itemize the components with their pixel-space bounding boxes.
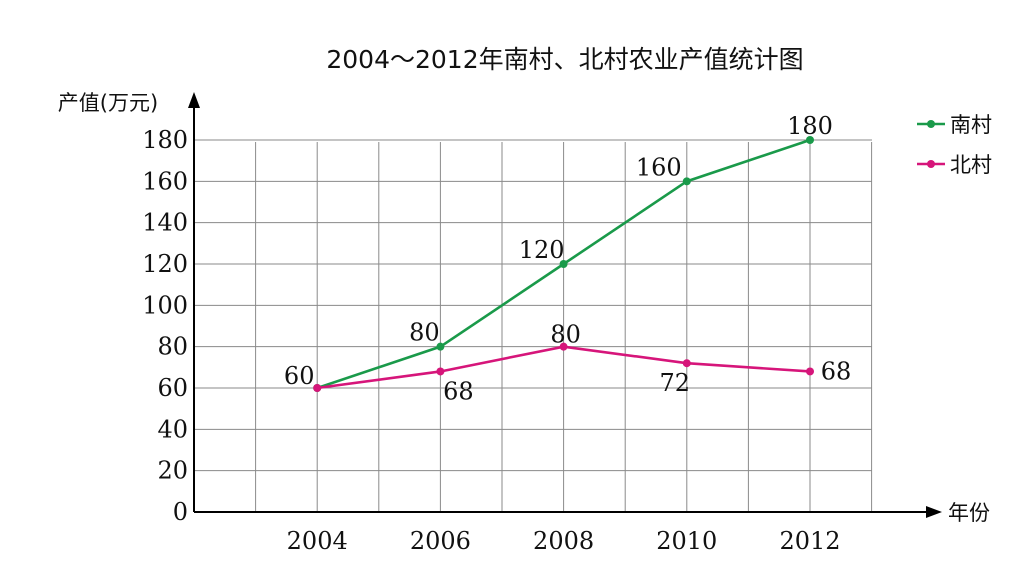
x-tick-label: 2010	[656, 527, 717, 555]
data-point-1	[806, 367, 814, 376]
data-label-0: 60	[284, 362, 315, 390]
x-tick-label: 2006	[410, 527, 471, 555]
grid	[194, 139, 873, 512]
y-tick-label: 40	[157, 415, 188, 443]
data-point-0	[436, 342, 445, 351]
y-tick-label: 120	[142, 250, 188, 278]
data-point-1	[682, 359, 691, 368]
y-axis-label: 产值(万元)	[58, 91, 158, 115]
y-tick-label: 0	[173, 498, 188, 526]
data-label-0: 180	[787, 112, 833, 140]
x-tick-label: 2004	[287, 527, 348, 555]
data-labels: 60 80 120 160 180 68 80 72 68	[284, 112, 851, 405]
y-tick-label: 140	[142, 209, 188, 237]
x-tick-label: 2008	[533, 527, 594, 555]
series	[313, 136, 814, 392]
tick-labels: 0 20 40 60 80 100 120 140 160 180 2004 2006 2008 2010…	[142, 126, 840, 555]
data-label-1: 68	[821, 357, 852, 385]
data-label-0: 160	[636, 153, 682, 181]
legend-marker-0	[927, 120, 935, 128]
legend-label-0: 南村	[950, 113, 992, 137]
x-tick-label: 2012	[779, 527, 840, 555]
y-tick-label: 180	[142, 126, 188, 154]
y-tick-label: 160	[142, 167, 188, 195]
data-label-1: 72	[660, 369, 691, 397]
data-point-1	[436, 367, 445, 376]
data-point-1	[313, 384, 322, 392]
data-label-1: 80	[550, 321, 581, 349]
data-point-0	[682, 177, 691, 186]
data-point-1	[559, 342, 568, 351]
legend-marker-1	[927, 160, 935, 168]
x-axis-label: 年份	[948, 501, 990, 525]
legend-label-1: 北村	[950, 153, 992, 177]
chart-title: 2004～2012年南村、北村农业产值统计图	[326, 45, 803, 74]
data-point-0	[559, 260, 568, 268]
axes	[188, 92, 942, 518]
y-tick-label: 20	[157, 457, 188, 485]
data-point-0	[806, 136, 814, 144]
y-tick-label: 100	[142, 291, 188, 319]
x-axis-arrow-icon	[926, 506, 942, 518]
y-tick-label: 80	[157, 333, 188, 361]
data-label-0: 80	[409, 319, 440, 347]
y-tick-label: 60	[157, 374, 188, 402]
data-label-1: 68	[443, 377, 474, 405]
y-axis-arrow-icon	[188, 92, 200, 108]
data-label-0: 120	[519, 236, 565, 264]
